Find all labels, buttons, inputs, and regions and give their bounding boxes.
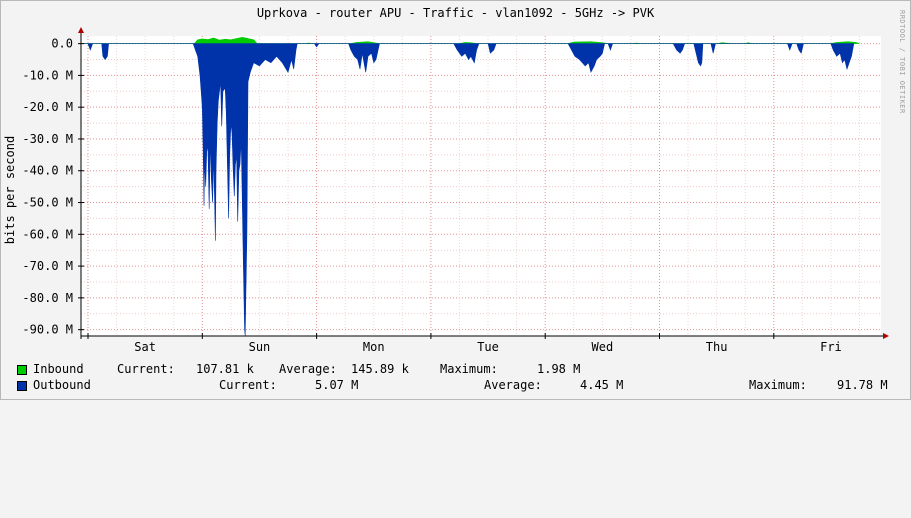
legend-row-outbound: Outbound Current: 5.07 M Average: 4.45 M… [0,378,911,394]
inbound-average-value: 145.89 k [351,362,409,376]
outbound-area [80,43,855,337]
y-axis-arrow [78,27,84,33]
x-tick-label: Tue [477,340,499,354]
y-axis-label: bits per second [3,136,17,244]
x-tick-label: Mon [363,340,385,354]
x-tick-label: Thu [706,340,728,354]
outbound-current-label: Current: [219,378,277,392]
outbound-swatch [17,381,27,391]
y-tick-label: -30.0 M [22,132,73,146]
label-layer: 0.0 -10.0 M -20.0 M -30.0 M -40.0 M -50.0 M -6… [22,37,841,354]
inbound-current-label: Current: [117,362,175,376]
outbound-average-value: 4.45 M [580,378,624,392]
y-tick-label: -80.0 M [22,291,73,305]
traffic-chart: 0.0 -10.0 M -20.0 M -30.0 M -40.0 M -50.0 M -6… [3,27,889,354]
area-layer [80,36,860,337]
y-tick-label: -70.0 M [22,259,73,273]
chart-title: Uprkova - router APU - Traffic - vlan109… [256,6,655,20]
outbound-maximum-label: Maximum: [749,378,807,392]
legend-row-inbound: Inbound Current: 107.81 k Average: 145.8… [0,362,911,378]
legend: Inbound Current: 107.81 k Average: 145.8… [0,360,911,400]
axis-layer [78,27,889,339]
y-tick-label: -40.0 M [22,164,73,178]
outbound-name: Outbound [33,378,91,392]
grid-layer [81,36,881,336]
inbound-maximum-label: Maximum: [440,362,498,376]
inbound-current-value: 107.81 k [196,362,254,376]
y-tick-label: 0.0 [51,37,73,51]
inbound-swatch [17,365,27,375]
outbound-maximum-value: 91.78 M [837,378,888,392]
outbound-current-value: 5.07 M [315,378,359,392]
y-tick-label: -10.0 M [22,68,73,82]
rrdtool-watermark: RRDTOOL / TOBI OETIKER [898,10,906,114]
outbound-average-label: Average: [484,378,542,392]
y-tick-label: -20.0 M [22,100,73,114]
x-tick-label: Fri [820,340,842,354]
x-axis-arrow [883,333,889,339]
x-tick-label: Sat [134,340,156,354]
x-tick-label: Sun [249,340,271,354]
x-tick-label: Wed [592,340,614,354]
inbound-name: Inbound [33,362,84,376]
y-tick-label: -60.0 M [22,227,73,241]
y-tick-label: -50.0 M [22,196,73,210]
y-tick-label: -90.0 M [22,323,73,337]
inbound-maximum-value: 1.98 M [537,362,581,376]
inbound-average-label: Average: [279,362,337,376]
